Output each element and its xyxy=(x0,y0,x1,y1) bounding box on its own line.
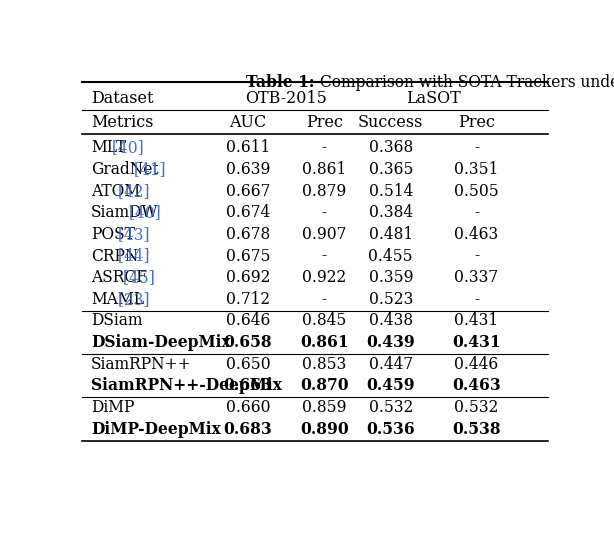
Text: 0.481: 0.481 xyxy=(369,226,413,243)
Text: [45]: [45] xyxy=(119,269,155,286)
Text: 0.455: 0.455 xyxy=(368,247,413,265)
Text: 0.505: 0.505 xyxy=(454,183,499,200)
Text: OTB-2015: OTB-2015 xyxy=(245,90,327,106)
Text: 0.646: 0.646 xyxy=(226,313,270,329)
Text: 0.907: 0.907 xyxy=(302,226,346,243)
Text: 0.536: 0.536 xyxy=(367,421,415,437)
Text: 0.463: 0.463 xyxy=(452,377,501,394)
Text: AUC: AUC xyxy=(230,114,266,131)
Text: POST: POST xyxy=(91,226,135,243)
Text: [23]: [23] xyxy=(113,291,150,308)
Text: SiamRPN++-DeepMix: SiamRPN++-DeepMix xyxy=(91,377,282,394)
Text: -: - xyxy=(474,291,479,308)
Text: 0.611: 0.611 xyxy=(226,139,270,157)
Text: 0.523: 0.523 xyxy=(368,291,413,308)
Text: Table 1:: Table 1: xyxy=(246,75,315,91)
Text: 0.663: 0.663 xyxy=(223,377,273,394)
Text: Success: Success xyxy=(358,114,424,131)
Text: LaSOT: LaSOT xyxy=(406,90,461,106)
Text: 0.538: 0.538 xyxy=(452,421,501,437)
Text: 0.879: 0.879 xyxy=(302,183,346,200)
Text: 0.853: 0.853 xyxy=(302,356,346,373)
Text: 0.861: 0.861 xyxy=(300,334,349,351)
Text: 0.439: 0.439 xyxy=(367,334,415,351)
Text: 0.337: 0.337 xyxy=(454,269,499,286)
Text: 0.658: 0.658 xyxy=(223,334,273,351)
Text: 0.431: 0.431 xyxy=(452,334,501,351)
Text: 0.359: 0.359 xyxy=(368,269,413,286)
Text: 0.667: 0.667 xyxy=(226,183,270,200)
Text: 0.639: 0.639 xyxy=(226,161,270,178)
Text: 0.692: 0.692 xyxy=(226,269,270,286)
Text: 0.514: 0.514 xyxy=(368,183,413,200)
Text: CRPN: CRPN xyxy=(91,247,138,265)
Text: 0.845: 0.845 xyxy=(302,313,346,329)
Text: 0.660: 0.660 xyxy=(226,399,270,416)
Text: DSiam-DeepMix: DSiam-DeepMix xyxy=(91,334,231,351)
Text: 0.431: 0.431 xyxy=(454,313,499,329)
Text: 0.438: 0.438 xyxy=(369,313,413,329)
Text: 0.532: 0.532 xyxy=(368,399,413,416)
Text: Prec: Prec xyxy=(306,114,343,131)
Text: 0.922: 0.922 xyxy=(302,269,346,286)
Text: [41]: [41] xyxy=(130,161,166,178)
Text: 0.678: 0.678 xyxy=(226,226,270,243)
Text: -: - xyxy=(474,204,479,221)
Text: DiMP: DiMP xyxy=(91,399,134,416)
Text: 0.675: 0.675 xyxy=(226,247,270,265)
Text: ASRCF: ASRCF xyxy=(91,269,147,286)
Text: 0.384: 0.384 xyxy=(369,204,413,221)
Text: 0.859: 0.859 xyxy=(302,399,346,416)
Text: 0.463: 0.463 xyxy=(454,226,499,243)
Text: MLT: MLT xyxy=(91,139,126,157)
Text: 0.674: 0.674 xyxy=(226,204,270,221)
Text: 0.447: 0.447 xyxy=(369,356,413,373)
Text: -: - xyxy=(322,247,327,265)
Text: 0.650: 0.650 xyxy=(226,356,270,373)
Text: 0.459: 0.459 xyxy=(367,377,415,394)
Text: SiamDW: SiamDW xyxy=(91,204,158,221)
Text: 0.368: 0.368 xyxy=(368,139,413,157)
Text: 0.446: 0.446 xyxy=(454,356,499,373)
Text: -: - xyxy=(474,247,479,265)
Text: DSiam: DSiam xyxy=(91,313,142,329)
Text: 0.870: 0.870 xyxy=(300,377,349,394)
Text: 0.712: 0.712 xyxy=(226,291,270,308)
Text: Comparison with SOTA Trackers under OPE setup.: Comparison with SOTA Trackers under OPE … xyxy=(315,75,614,91)
Text: GradNet: GradNet xyxy=(91,161,158,178)
Text: 0.861: 0.861 xyxy=(302,161,346,178)
Text: [40]: [40] xyxy=(107,139,144,157)
Text: [44]: [44] xyxy=(113,247,150,265)
Text: 0.532: 0.532 xyxy=(454,399,499,416)
Text: 0.683: 0.683 xyxy=(223,421,273,437)
Text: [40]: [40] xyxy=(124,204,161,221)
Text: 0.890: 0.890 xyxy=(300,421,349,437)
Text: DiMP-DeepMix: DiMP-DeepMix xyxy=(91,421,221,437)
Text: SiamRPN++: SiamRPN++ xyxy=(91,356,192,373)
Text: MAML: MAML xyxy=(91,291,144,308)
Text: Metrics: Metrics xyxy=(91,114,154,131)
Text: [43]: [43] xyxy=(113,226,150,243)
Text: -: - xyxy=(322,291,327,308)
Text: Prec: Prec xyxy=(458,114,495,131)
Text: 0.351: 0.351 xyxy=(454,161,499,178)
Text: [42]: [42] xyxy=(113,183,150,200)
Text: Dataset: Dataset xyxy=(91,90,154,106)
Text: 0.365: 0.365 xyxy=(368,161,413,178)
Text: -: - xyxy=(322,204,327,221)
Text: -: - xyxy=(474,139,479,157)
Text: ATOM: ATOM xyxy=(91,183,140,200)
Text: -: - xyxy=(322,139,327,157)
